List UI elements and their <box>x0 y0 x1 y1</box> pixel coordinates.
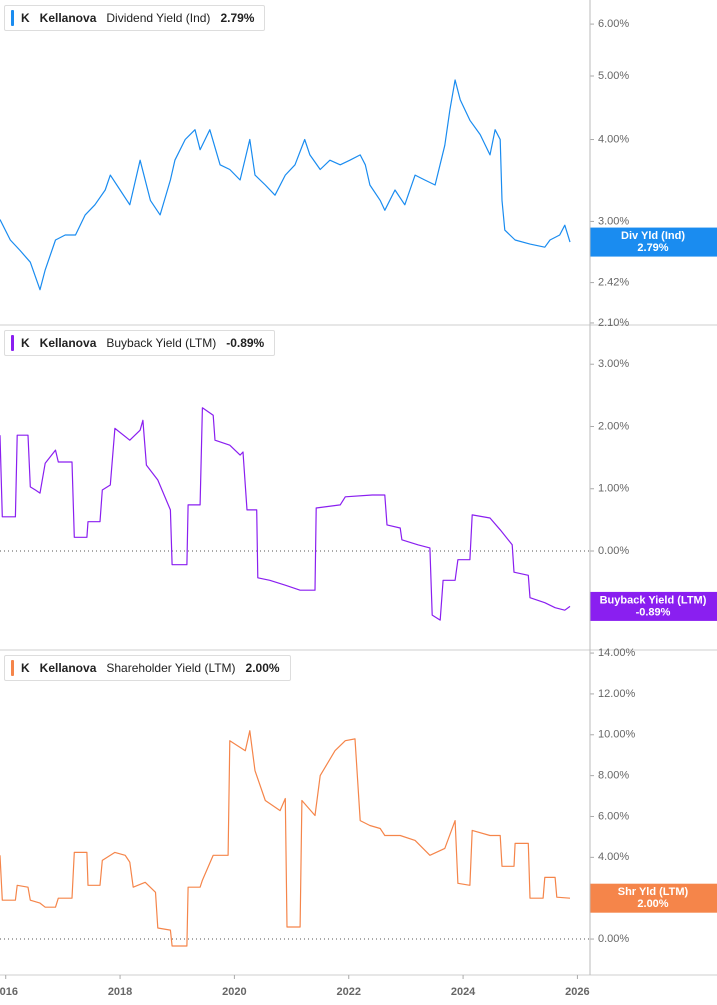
y-tick-label: 5.00% <box>598 70 629 82</box>
value-flag <box>590 591 717 621</box>
flag-label: Shr Yld (LTM) <box>618 886 689 898</box>
flag-label: Div Yld (Ind) <box>621 230 685 242</box>
y-tick-label: 12.00% <box>598 688 636 700</box>
header-color <box>11 660 14 676</box>
y-tick-label: 8.00% <box>598 770 629 782</box>
y-tick-label: 2.42% <box>598 276 629 288</box>
y-tick-label: 10.00% <box>598 729 636 741</box>
metric-title: Dividend Yield (Ind) <box>106 11 211 25</box>
y-tick-label: 3.00% <box>598 215 629 227</box>
current-value: 2.79% <box>220 11 255 25</box>
series-line <box>0 79 571 291</box>
company: Kellanova <box>39 336 97 350</box>
y-tick-label: 0.00% <box>598 933 629 945</box>
ticker: K <box>21 336 30 350</box>
x-tick-label: 2020 <box>222 986 246 998</box>
header-color <box>11 335 14 351</box>
flag-value: -0.89% <box>636 606 671 618</box>
company: Kellanova <box>39 11 97 25</box>
flag-label: Buyback Yield (LTM) <box>600 594 707 606</box>
y-tick-label: 6.00% <box>598 810 629 822</box>
flag-value: 2.00% <box>637 898 668 910</box>
ticker: K <box>21 661 30 675</box>
y-tick-label: 4.00% <box>598 851 629 863</box>
x-tick-label: 2018 <box>108 986 132 998</box>
current-value: 2.00% <box>245 661 280 675</box>
y-tick-label: 2.10% <box>598 317 629 329</box>
value-flag <box>590 227 717 257</box>
company: Kellanova <box>39 661 97 675</box>
series-line <box>0 730 571 947</box>
current-value: -0.89% <box>226 336 265 350</box>
panel-header: K Kellanova Shareholder Yield (LTM) 2.00% <box>4 655 291 681</box>
header-color <box>11 10 14 26</box>
x-tick-label: 2016 <box>0 986 18 998</box>
flag-value: 2.79% <box>637 242 668 254</box>
y-tick-label: 2.00% <box>598 420 629 432</box>
ticker: K <box>21 11 30 25</box>
panel-header: K Kellanova Buyback Yield (LTM) -0.89% <box>4 330 276 356</box>
x-tick-label: 2022 <box>336 986 360 998</box>
y-tick-label: 4.00% <box>598 133 629 145</box>
y-tick-label: 1.00% <box>598 483 629 495</box>
value-flag <box>590 883 717 913</box>
x-tick-label: 2024 <box>451 986 476 998</box>
metric-title: Buyback Yield (LTM) <box>106 336 217 350</box>
y-tick-label: 6.00% <box>598 18 629 30</box>
x-tick-label: 2026 <box>565 986 589 998</box>
y-tick-label: 14.00% <box>598 647 636 659</box>
panel-header: K Kellanova Dividend Yield (Ind) 2.79% <box>4 5 266 31</box>
metric-title: Shareholder Yield (LTM) <box>106 661 236 675</box>
y-tick-label: 3.00% <box>598 358 629 370</box>
y-tick-label: 0.00% <box>598 545 629 557</box>
series-line <box>0 407 571 621</box>
